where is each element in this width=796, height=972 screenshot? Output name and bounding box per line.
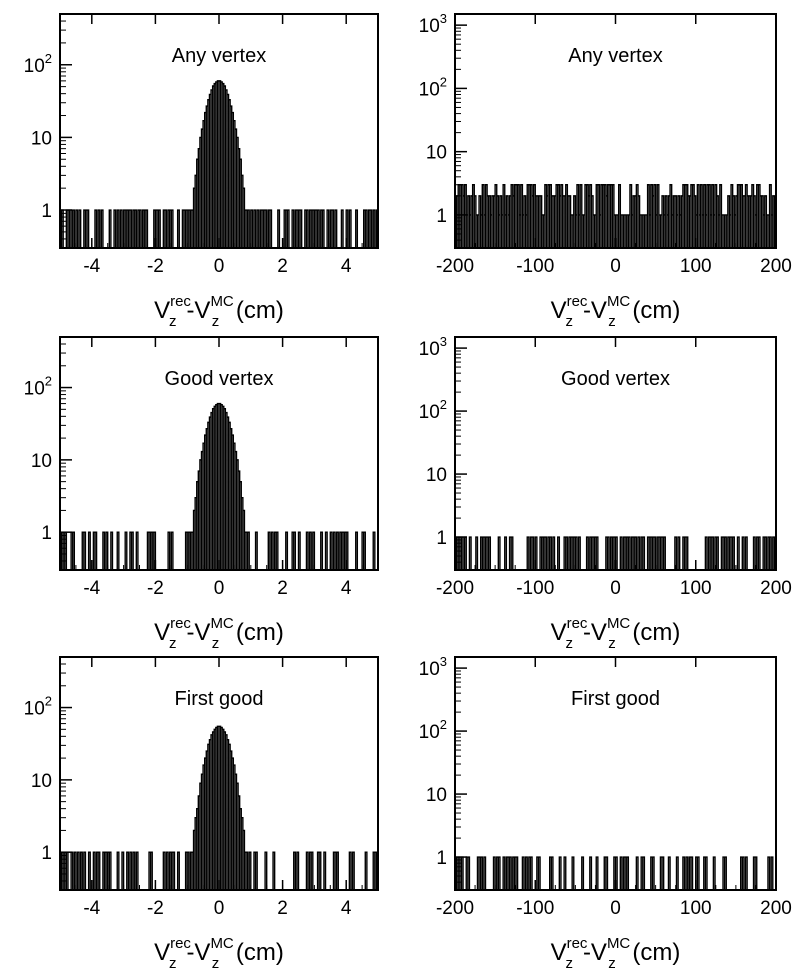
x-tick-label: 4 [341,898,352,919]
y-tick-label: 10 [426,465,447,486]
x-tick-label: 0 [214,256,225,277]
x-tick-label: -2 [147,578,164,599]
chart-panel-6: First good -200 -100 0 100 200 1 10 102 103 Vrec z -… [419,654,792,972]
x-tick-label: 0 [610,256,621,277]
x-tick-label: 0 [214,578,225,599]
x-axis-label: Vrec z -VMC z (cm) [551,615,681,652]
y-tick-label: 102 [419,717,447,743]
x-tick-label: -4 [83,898,100,919]
chart-panel-3: Good vertex -4 -2 0 2 4 1 10 102 Vrec z -VMC z (cm) [24,336,379,652]
histogram-bars [454,856,774,890]
panel-title: Any vertex [568,45,662,67]
x-tick-label: 200 [760,256,792,277]
y-tick-label: 102 [24,374,52,400]
x-tick-label: -100 [516,898,554,919]
x-tick-label: 100 [680,578,712,599]
x-tick-label: -2 [147,898,164,919]
y-tick-label: 10 [31,451,52,472]
x-tick-label: 0 [610,578,621,599]
x-axis-label: Vrec z -VMC z (cm) [551,293,681,330]
x-tick-label: -100 [516,578,554,599]
histogram-bars [59,725,378,890]
x-tick-label: -100 [516,256,554,277]
x-tick-label: 2 [277,578,288,599]
y-tick-label: 102 [419,74,447,100]
x-tick-label: -200 [436,256,474,277]
x-axis-label: Vrec z -VMC z (cm) [154,293,284,330]
x-tick-label: 2 [277,898,288,919]
y-tick-label: 103 [419,334,447,360]
y-tick-label: 103 [419,654,447,680]
x-axis-label: Vrec z -VMC z (cm) [154,935,284,972]
y-tick-label: 1 [436,848,447,869]
y-tick-label: 1 [41,843,52,864]
x-tick-label: -200 [436,578,474,599]
panel-title: Any vertex [172,45,266,67]
panel-title: First good [571,688,660,710]
histogram-bars [59,402,376,570]
x-tick-label: -2 [147,256,164,277]
y-tick-label: 1 [41,523,52,544]
x-tick-label: 100 [680,898,712,919]
y-tick-label: 10 [31,128,52,149]
x-tick-label: 2 [277,256,288,277]
x-tick-label: 4 [341,578,352,599]
chart-panel-5: First good -4 -2 0 2 4 1 10 102 Vrec z -VMC z (cm) [24,656,379,972]
x-tick-label: 4 [341,256,352,277]
y-tick-label: 102 [24,51,52,77]
x-tick-label: -4 [83,256,100,277]
x-axis-label: Vrec z -VMC z (cm) [154,615,284,652]
y-tick-label: 10 [426,143,447,164]
x-tick-label: 200 [760,578,792,599]
panel-title: Good vertex [561,368,670,390]
y-tick-label: 10 [31,771,52,792]
x-tick-label: 0 [214,898,225,919]
histogram-bars [59,80,379,248]
x-tick-label: 100 [680,256,712,277]
x-axis-label: Vrec z -VMC z (cm) [551,935,681,972]
y-tick-label: 102 [419,397,447,423]
x-tick-label: 200 [760,898,792,919]
y-tick-label: 102 [24,694,52,720]
x-tick-label: -4 [83,578,100,599]
y-tick-label: 1 [436,528,447,549]
chart-panel-1: Any vertex -4 -2 0 2 4 1 10 102 Vrec z -VMC z (cm) [24,13,379,330]
panel-title: Good vertex [165,368,274,390]
y-tick-label: 1 [41,201,52,222]
chart-panel-4: Good vertex -200 -100 0 100 200 1 10 102 103 Vrec z… [419,334,792,652]
x-tick-label: -200 [436,898,474,919]
chart-panel-2: Any vertex -200 -100 0 100 200 1 10 102 103 Vrec z -… [419,11,792,330]
x-tick-label: 0 [610,898,621,919]
y-tick-label: 103 [419,11,447,37]
y-tick-label: 10 [426,785,447,806]
panel-title: First good [175,688,264,710]
y-tick-label: 1 [436,206,447,227]
